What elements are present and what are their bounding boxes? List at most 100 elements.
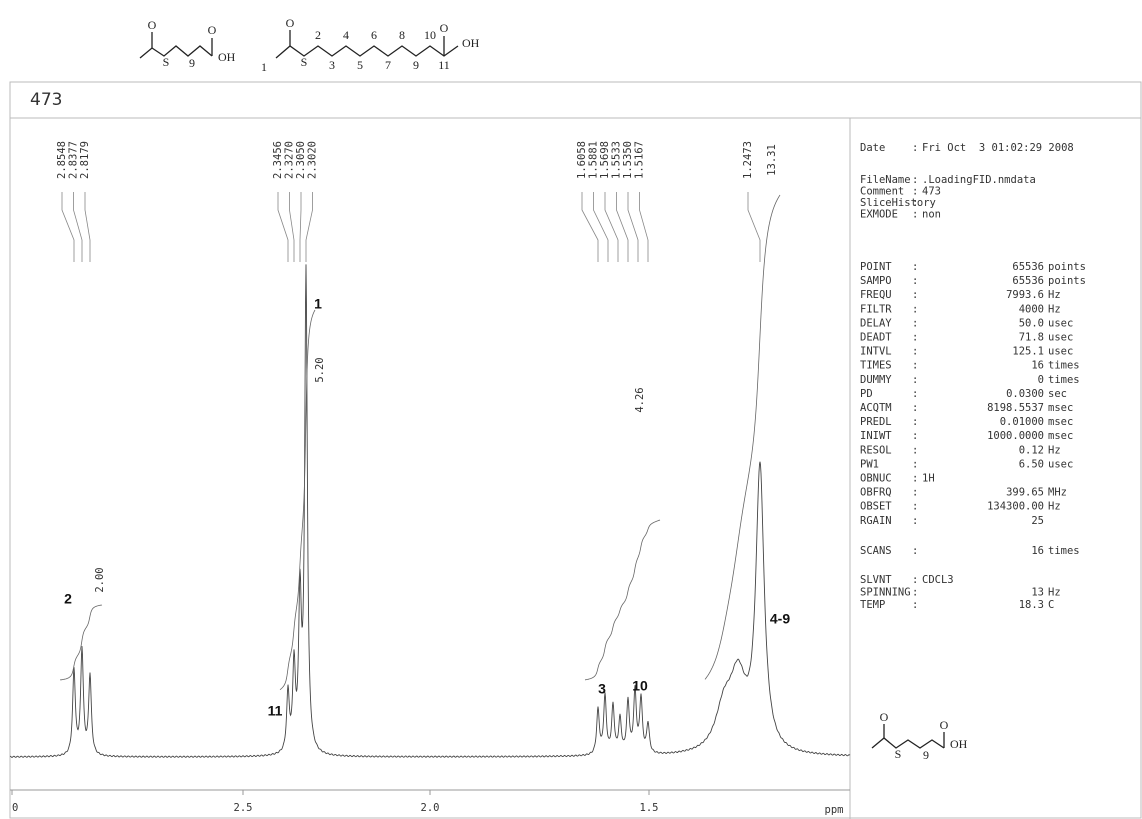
param-key: FREQU [860, 289, 892, 301]
param-colon: : [912, 186, 918, 198]
param-colon: : [912, 587, 918, 599]
peak-pointer [277, 192, 289, 262]
param-value: 1000.0000 [987, 430, 1044, 442]
param-colon: : [912, 209, 918, 221]
x-tick-label: 2.0 [421, 802, 440, 814]
spectrum-trace [9, 264, 851, 758]
param-unit: times [1048, 374, 1080, 386]
integral-curve [584, 519, 661, 681]
param-key: TIMES [860, 360, 892, 372]
peak-label: 1.5167 [634, 141, 646, 179]
param-key: OBFRQ [860, 487, 892, 499]
x-tick-label: 2.5 [234, 802, 253, 814]
param-key: TEMP [860, 599, 885, 611]
param-key: RGAIN [860, 515, 892, 527]
param-value: 134300.00 [987, 501, 1044, 513]
param-key: OBNUC [860, 473, 892, 485]
param-value: 65536 [1012, 275, 1044, 287]
param-key: PREDL [860, 416, 892, 428]
param-colon: : [912, 174, 918, 186]
structure-bonds [275, 45, 459, 59]
peak-label: 1.5881 [588, 141, 600, 179]
peak-pointer [639, 192, 649, 262]
param-key: DELAY [860, 317, 892, 329]
param-key: INIWT [860, 430, 892, 442]
peak-label: 1.5533 [611, 141, 623, 179]
param-unit: Hz [1048, 289, 1061, 301]
param-unit: msec [1048, 416, 1073, 428]
param-value: 16 [1031, 360, 1044, 372]
param-unit: Hz [1048, 587, 1061, 599]
param-value: 399.65 [1006, 487, 1044, 499]
param-colon: : [912, 374, 918, 386]
atom-number: 9 [413, 58, 419, 72]
peak-annotation: 10 [632, 678, 648, 694]
param-key: SLVNT [860, 574, 892, 586]
param-value: 0 [1038, 374, 1044, 386]
atom: S [301, 55, 308, 69]
param-value: 0.01000 [1000, 416, 1044, 428]
param-colon: : [912, 346, 918, 358]
param-key: Comment [860, 186, 904, 198]
param-value: 7993.6 [1006, 289, 1044, 301]
atom-number: 8 [399, 28, 405, 42]
param-key: DUMMY [860, 374, 892, 386]
param-value: 50.0 [1019, 317, 1044, 329]
peak-annotation: 3 [598, 681, 606, 697]
peak-label: 2.3050 [295, 141, 307, 179]
param-colon: : [912, 416, 918, 428]
peak-annotation: 1 [314, 296, 322, 312]
atom: OH [218, 50, 236, 64]
integral-label: 5.20 [314, 357, 326, 382]
atom: O [148, 18, 157, 32]
param-colon: : [912, 303, 918, 315]
param-colon: : [912, 197, 918, 209]
param-key: SCANS [860, 545, 892, 557]
param-colon: : [912, 487, 918, 499]
param-key: POINT [860, 261, 892, 273]
peak-label: 2.8548 [56, 141, 68, 179]
peak-label: 1.2473 [742, 141, 754, 179]
param-colon: : [912, 574, 918, 586]
param-unit: times [1048, 545, 1080, 557]
param-colon: : [912, 545, 918, 557]
peak-pointer [627, 192, 639, 262]
param-colon: : [912, 430, 918, 442]
peak-label: 1.5350 [622, 141, 634, 179]
param-unit: usec [1048, 346, 1073, 358]
peak-annotation: 11 [268, 703, 283, 719]
integral-curve [704, 194, 781, 680]
param-colon: : [912, 261, 918, 273]
atom-number: 4 [343, 28, 349, 42]
param-colon: : [912, 317, 918, 329]
param-unit: times [1048, 360, 1080, 372]
param-colon: : [912, 332, 918, 344]
param-value: .LoadingFID.nmdata [922, 174, 1036, 186]
atom: S [895, 747, 902, 761]
subscript: 9 [923, 748, 929, 762]
date-key: Date [860, 142, 885, 154]
peak-pointer [616, 192, 629, 262]
atom: O [208, 23, 217, 37]
atom: S [163, 55, 170, 69]
atom-number: 7 [385, 58, 391, 72]
param-value: 25 [1031, 515, 1044, 527]
title: 473 [30, 90, 62, 110]
param-key: SAMPO [860, 275, 892, 287]
integral-curve [60, 604, 103, 681]
param-value: CDCL3 [922, 574, 954, 586]
peak-pointer [84, 192, 91, 262]
param-key: DEADT [860, 332, 892, 344]
x-tick-label: 0 [12, 802, 18, 814]
main-frame [9, 117, 1142, 819]
param-key: PD [860, 388, 873, 400]
atom-number: 10 [424, 28, 436, 42]
param-unit: msec [1048, 430, 1073, 442]
peak-pointer [593, 192, 609, 262]
peak-label: 2.8377 [68, 141, 80, 179]
param-value: 473 [922, 186, 941, 198]
param-key: OBSET [860, 501, 892, 513]
param-unit: usec [1048, 458, 1073, 470]
param-key: EXMODE [860, 209, 898, 221]
